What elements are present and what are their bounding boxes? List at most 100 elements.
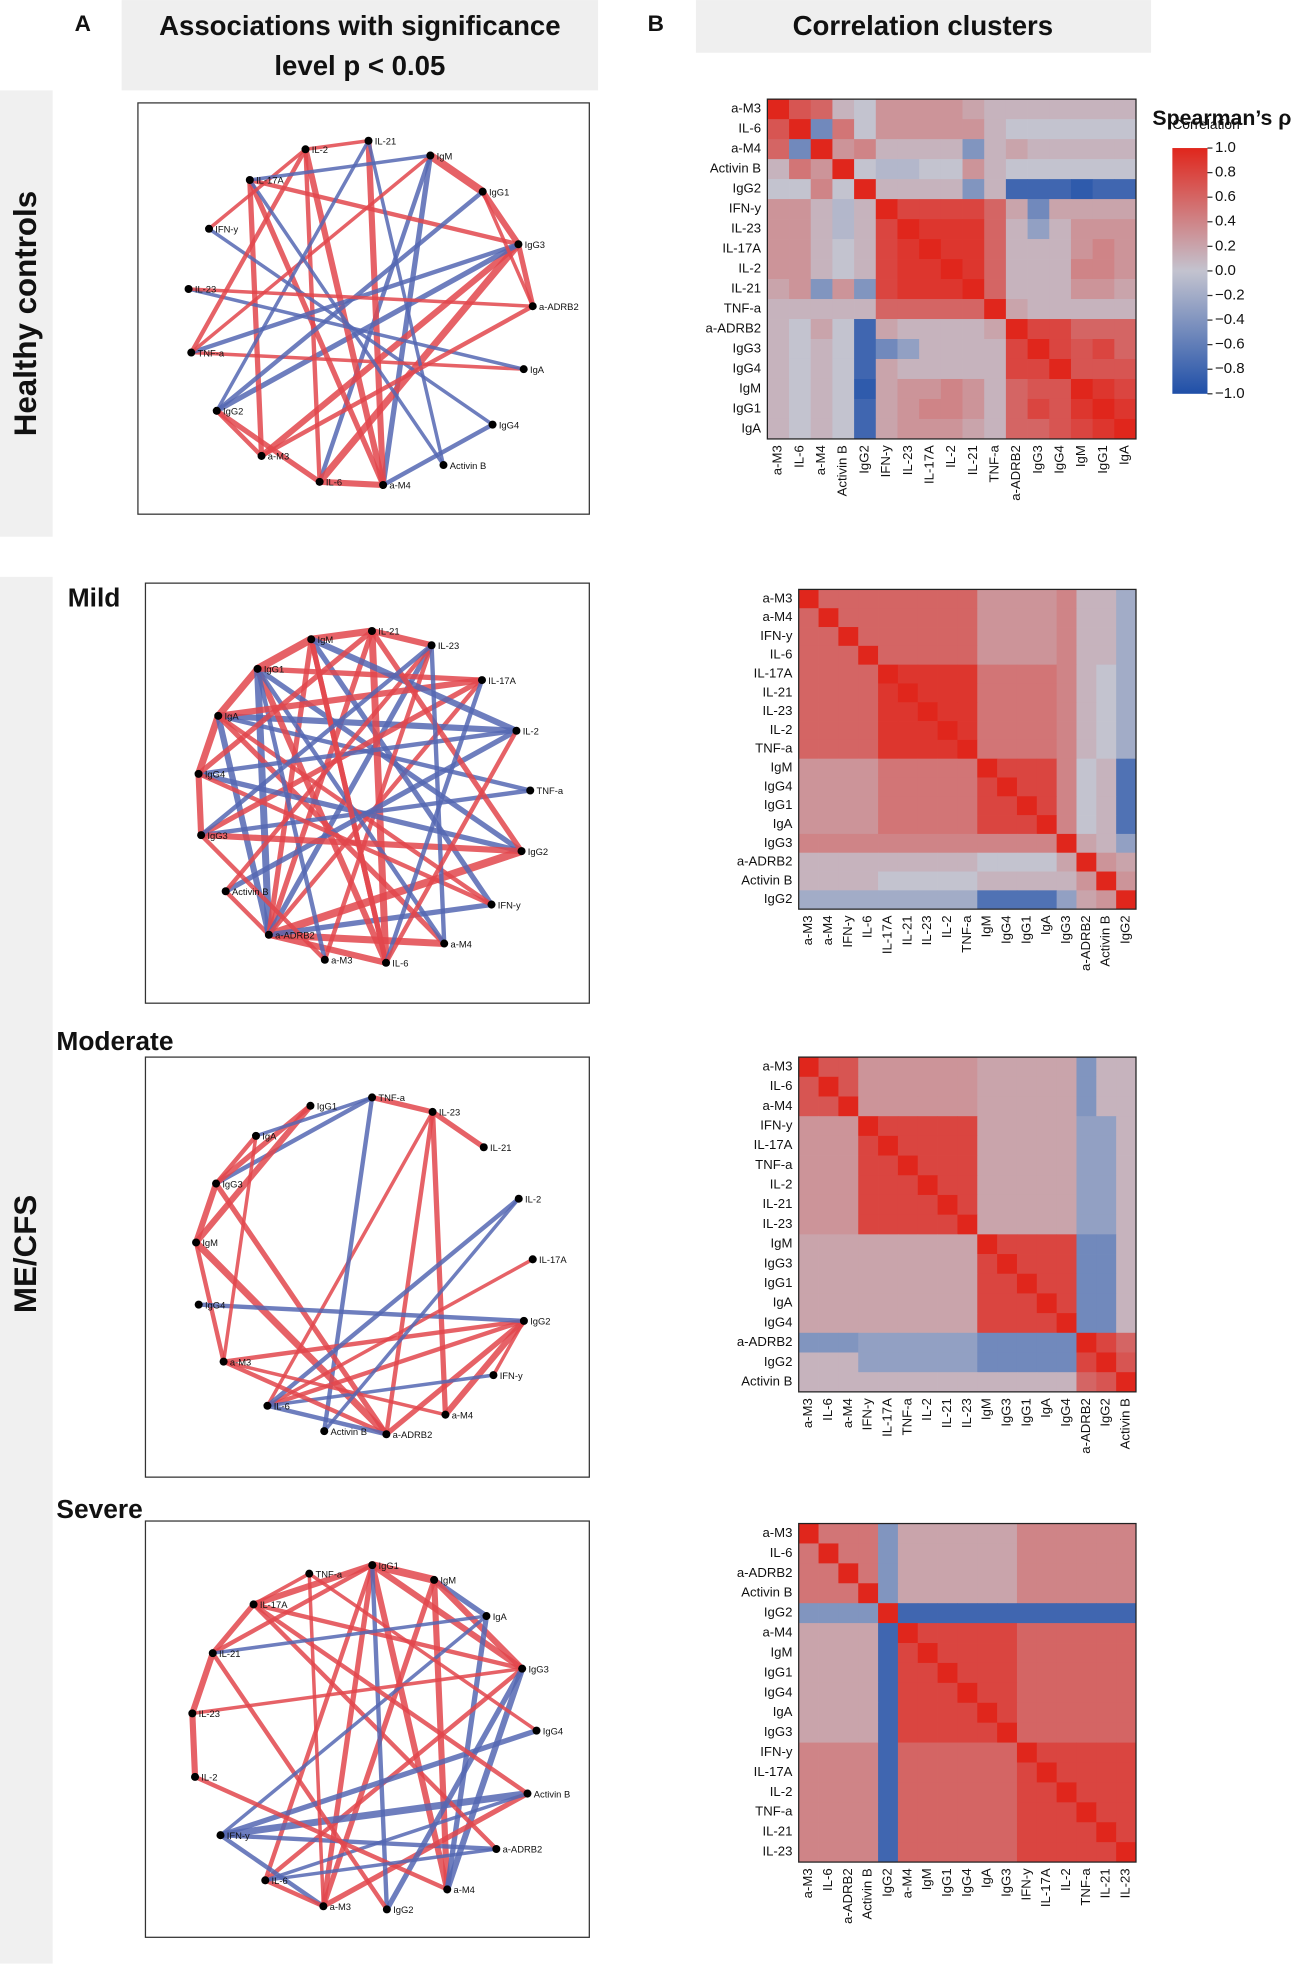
heatmap-cell [789, 199, 812, 220]
network-edge [214, 241, 522, 414]
heatmap-col-label: IgA [979, 1868, 994, 1888]
heatmap-row-label: IL-21 [762, 1196, 792, 1211]
heatmap-cell [917, 1543, 938, 1564]
heatmap-cell [997, 1543, 1018, 1564]
heatmap-cell [1027, 398, 1050, 420]
heatmap-cell [962, 398, 985, 420]
heatmap-cell [997, 833, 1018, 854]
heatmap-cell [997, 1623, 1018, 1644]
heatmap-cell [818, 1293, 839, 1314]
network-node [382, 1905, 391, 1914]
network-edge [369, 1562, 451, 1893]
heatmap-cell [818, 796, 839, 816]
network-edge [221, 1359, 389, 1437]
heatmap-cell [997, 1742, 1018, 1763]
heatmap-cell [1116, 1662, 1137, 1684]
heatmap-cell [917, 852, 938, 872]
heatmap-cell [1114, 378, 1137, 400]
heatmap-cell [854, 319, 877, 340]
network-edge [384, 1109, 435, 1437]
node-label: IgG1 [264, 664, 284, 675]
network-edge [307, 1571, 539, 1733]
heatmap-cell [977, 1214, 998, 1235]
heatmap-cell [798, 1842, 819, 1863]
heatmap-cell [1076, 1563, 1097, 1584]
heatmap-cell [789, 319, 812, 340]
network-edge [429, 643, 447, 946]
heatmap-col-label: a-ADRB2 [1078, 1398, 1093, 1454]
heatmap-cell [1036, 1702, 1058, 1724]
heatmap-cell [962, 99, 985, 120]
heatmap-col-label: IgM [979, 1398, 994, 1420]
heatmap-cell [767, 339, 790, 360]
heatmap-cell [1016, 702, 1038, 722]
heatmap-cell [1056, 664, 1077, 684]
heatmap-cell [1056, 1273, 1077, 1294]
heatmap-cell [937, 1273, 958, 1294]
heatmap-cell [818, 1782, 839, 1803]
heatmap-cell [1116, 1802, 1137, 1823]
heatmap-cell [917, 721, 938, 741]
network-edge [380, 152, 433, 488]
heatmap-cell [1114, 219, 1137, 240]
heatmap-cell [957, 1214, 978, 1235]
heatmap-col-label: IL-23 [1118, 1868, 1133, 1898]
heatmap-cell [1016, 1842, 1038, 1863]
heatmap-cell [1016, 1332, 1038, 1353]
heatmap-cell [917, 1135, 938, 1156]
heatmap-cell [858, 1254, 879, 1275]
heatmap-cell [1096, 1135, 1117, 1156]
heatmap-cell [1076, 1603, 1097, 1624]
heatmap-cell [1092, 119, 1115, 140]
heatmap-cell [937, 1372, 958, 1393]
heatmap-cell [798, 1332, 819, 1353]
heatmap-cell [977, 1057, 998, 1078]
heatmap-cell [1114, 398, 1137, 420]
colorbar-tick-label: 1.0 [1215, 139, 1236, 156]
heatmap-cell [854, 179, 877, 200]
heatmap-cell [878, 1194, 899, 1216]
heatmap-col-label: IgG1 [1018, 915, 1033, 944]
heatmap-cell [858, 1762, 879, 1783]
heatmap-col-label: IgG3 [999, 1868, 1014, 1897]
heatmap-cell [875, 319, 898, 340]
heatmap-cell [1076, 721, 1097, 741]
heatmap-cell [997, 702, 1018, 722]
heatmap-cell [810, 398, 833, 420]
heatmap-cell [897, 1076, 919, 1097]
heatmap-row-label: a-M3 [762, 1058, 792, 1073]
heatmap-cell [1027, 299, 1050, 320]
heatmap-cell [984, 339, 1007, 360]
heatmap-cell [1114, 199, 1137, 220]
heatmap-cell [1096, 815, 1117, 835]
heatmap-cell [832, 199, 855, 220]
heatmap-cell [957, 1372, 978, 1393]
heatmap-cell [875, 279, 898, 300]
heatmap-cell [1056, 1702, 1077, 1724]
network-edge [322, 1196, 521, 1433]
heatmap-cell [897, 1135, 919, 1156]
heatmap-cell [977, 702, 998, 722]
heatmap-cell [1056, 852, 1077, 872]
heatmap-cell [917, 1194, 938, 1216]
heatmap-cell [838, 1116, 859, 1137]
heatmap-cell [1116, 1372, 1137, 1393]
heatmap-cell [818, 1313, 839, 1334]
heatmap-cell [838, 833, 859, 854]
heatmap-cell [977, 1293, 998, 1314]
heatmap-cell [878, 702, 899, 722]
node-label: IL-2 [312, 144, 328, 155]
node-label: IgG2 [223, 406, 243, 417]
heatmap-cell [1027, 239, 1050, 260]
heatmap-cell [858, 758, 879, 778]
heatmap-cell [1116, 1603, 1137, 1624]
heatmap-cell [917, 833, 938, 854]
heatmap-cell [984, 119, 1007, 140]
network-edge [247, 177, 265, 459]
heatmap-cell [997, 815, 1018, 835]
panel-letter: A [75, 11, 91, 36]
heatmap-cell [798, 1802, 819, 1823]
heatmap-cell [1056, 1096, 1077, 1117]
heatmap-cell [1036, 739, 1058, 760]
heatmap-cell [997, 1057, 1018, 1078]
